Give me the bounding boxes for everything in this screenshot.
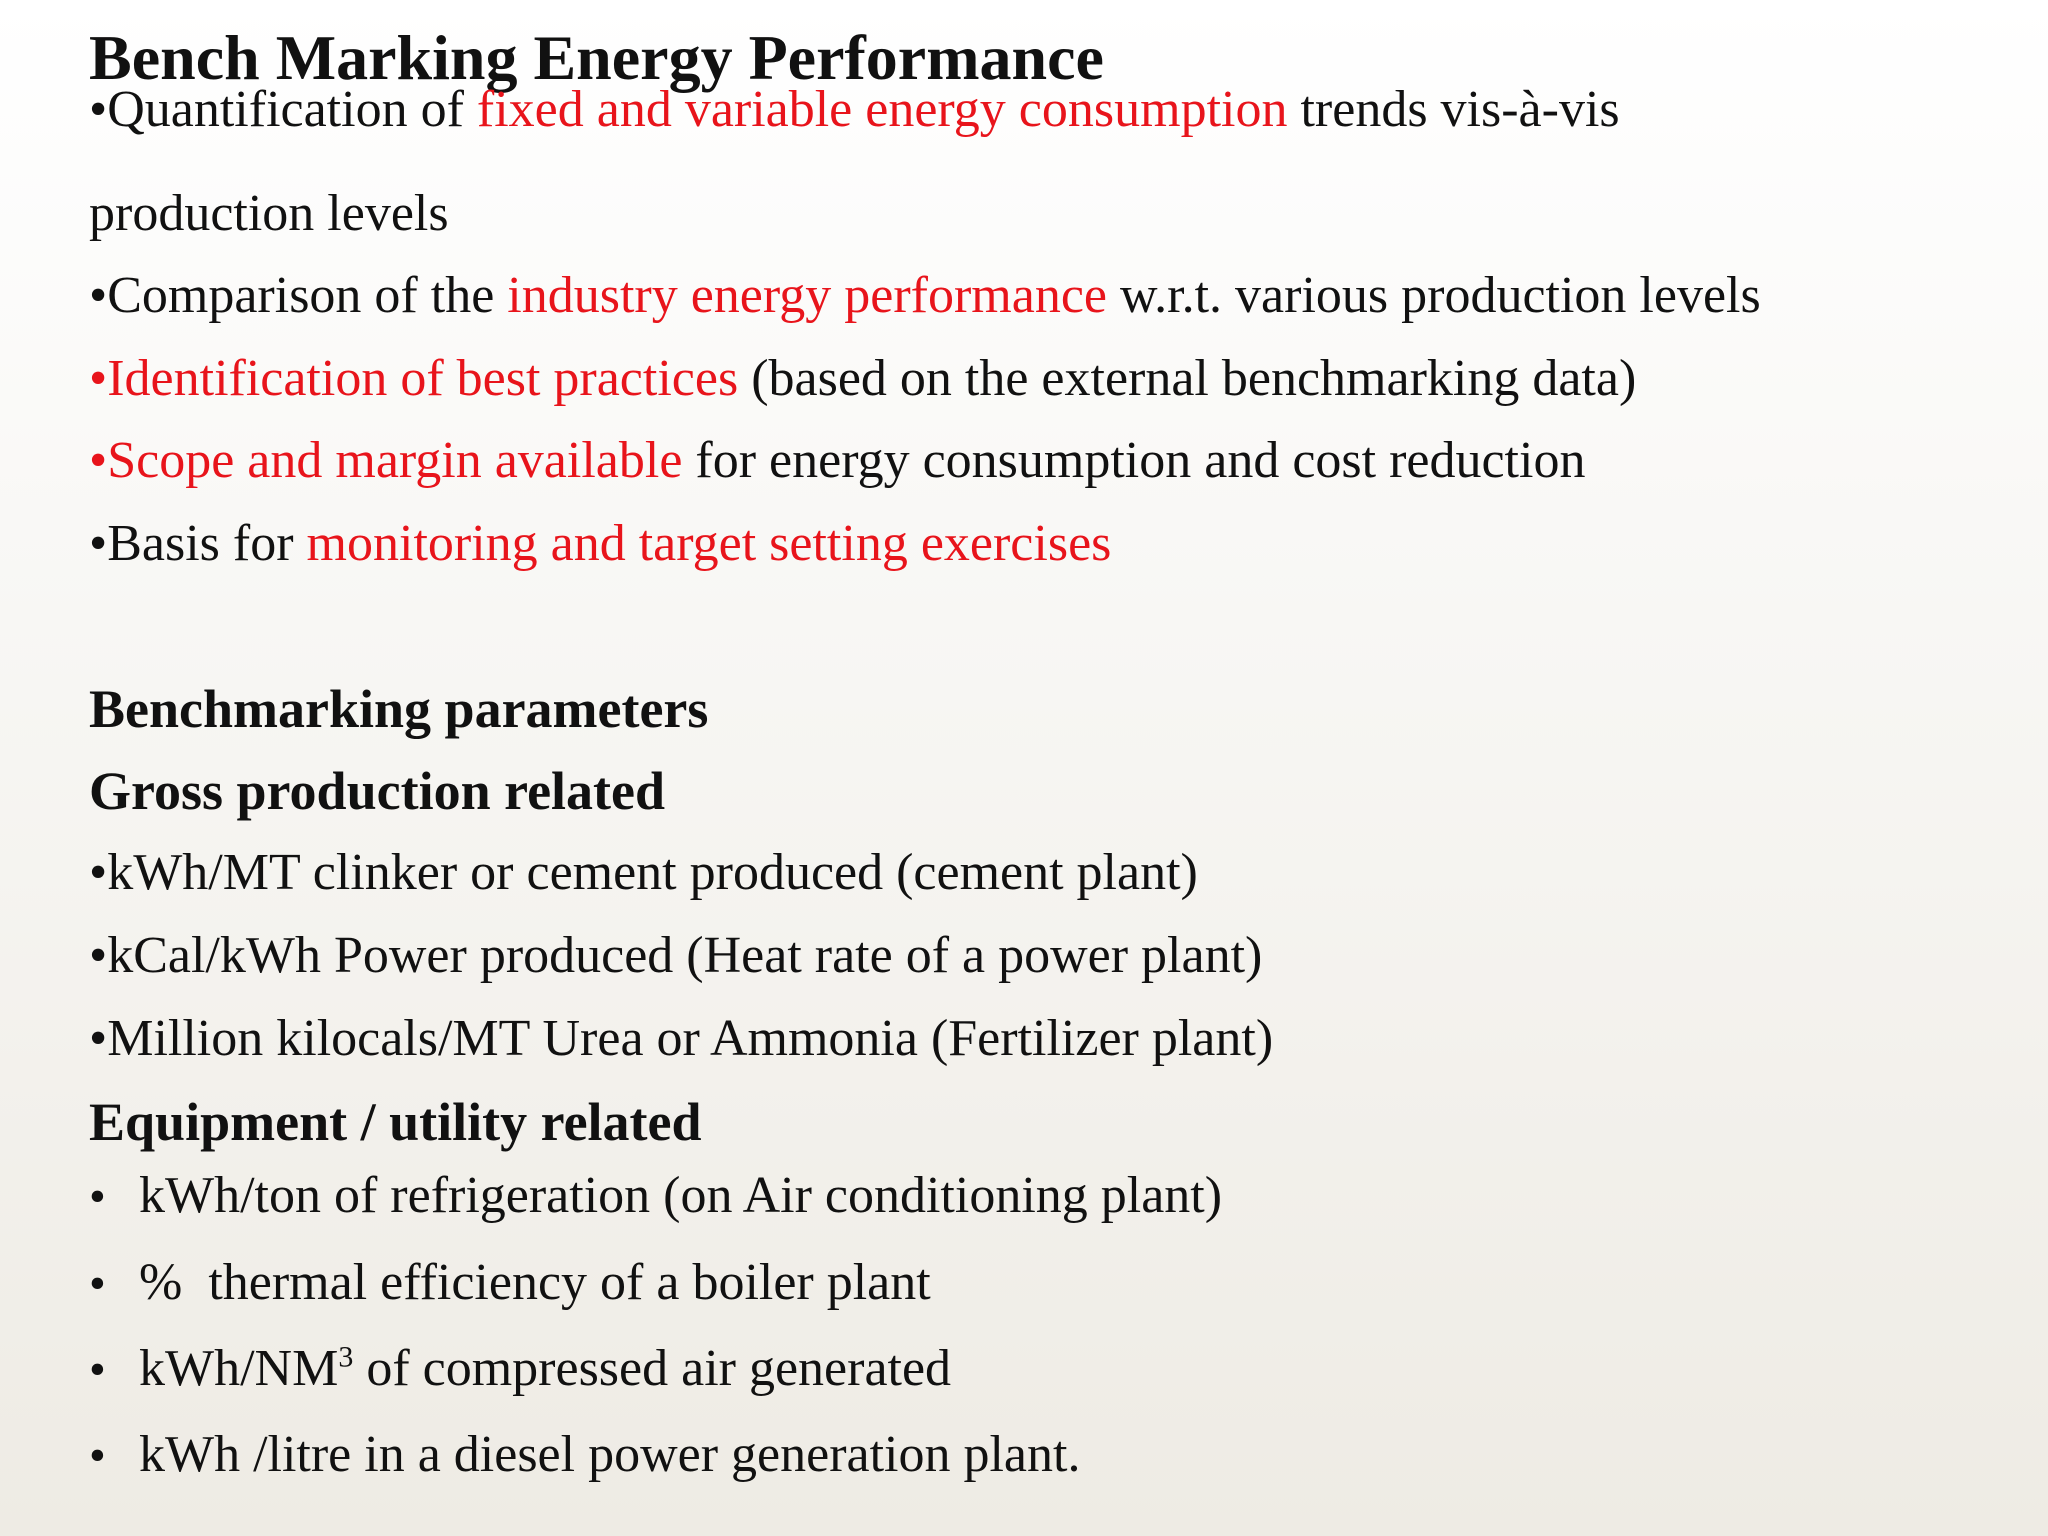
bullet-text: kCal/kWh Power produced (Heat rate of a … <box>107 927 1263 984</box>
bullet-text: for energy consumption and cost reductio… <box>682 432 1586 489</box>
slide: Bench Marking Energy Performance •Quanti… <box>89 0 2009 1536</box>
bullet-dot: • <box>89 267 108 324</box>
bullet-text: kWh/MT clinker or cement produced (cemen… <box>107 844 1198 901</box>
bullet-dot: • <box>89 1170 106 1223</box>
bullet-text: (based on the external benchmarking data… <box>738 350 1637 407</box>
bullet-text: % thermal efficiency of a boiler plant <box>139 1254 931 1311</box>
gross-item-cement: •kWh/MT clinker or cement produced (ceme… <box>89 840 1198 906</box>
bullet-highlight: fixed and variable energy consumption <box>476 81 1288 138</box>
bullet-dot: • <box>89 1429 106 1482</box>
bullet-text: trends vis-à-vis <box>1287 81 1620 138</box>
bullet-basis: •Basis for monitoring and target setting… <box>89 511 1111 577</box>
bullet-text: Quantification of <box>107 81 477 138</box>
bullet-text: kWh/ton of refrigeration (on Air conditi… <box>139 1167 1223 1224</box>
slide-title: Bench Marking Energy Performance <box>89 22 1104 93</box>
bullet-identification: •Identification of best practices (based… <box>89 346 1636 412</box>
bullet-dot: • <box>89 927 108 984</box>
bullet-dot: • <box>89 515 108 572</box>
bullet-highlight: monitoring and target setting exercises <box>306 515 1112 572</box>
parameters-heading: Benchmarking parameters <box>89 679 709 739</box>
superscript: 3 <box>338 1340 354 1374</box>
bullet-dot: • <box>89 844 108 901</box>
bullet-text: w.r.t. various production levels <box>1106 267 1761 324</box>
bullet-dot: • <box>89 1010 108 1067</box>
bullet-text: kWh /litre in a diesel power generation … <box>139 1426 1081 1483</box>
bullet-highlight: Scope and margin available <box>107 432 683 489</box>
bullet-quantification-continued: production levels <box>89 181 449 247</box>
bullet-comparison: •Comparison of the industry energy perfo… <box>89 263 1761 329</box>
bullet-text: production levels <box>89 185 449 242</box>
bullet-dot: • <box>89 350 108 407</box>
bullet-dot: • <box>89 432 108 489</box>
bullet-highlight: industry energy performance <box>507 267 1107 324</box>
bullet-dot: • <box>89 1343 106 1396</box>
equipment-item-diesel: • kWh /litre in a diesel power generation… <box>89 1422 1080 1489</box>
bullet-text: Comparison of the <box>107 267 508 324</box>
bullet-text: kWh/NM <box>139 1340 339 1397</box>
bullet-dot: • <box>89 1257 106 1310</box>
gross-production-heading: Gross production related <box>89 761 666 821</box>
equipment-item-refrigeration: • kWh/ton of refrigeration (on Air condit… <box>89 1163 1222 1230</box>
equipment-item-boiler: • % thermal efficiency of a boiler plant <box>89 1250 931 1317</box>
bullet-text: of compressed air generated <box>353 1340 952 1397</box>
bullet-highlight: Identification of best practices <box>107 350 739 407</box>
bullet-dot: • <box>89 81 108 138</box>
equipment-item-compressed-air: • kWh/NM3 of compressed air generated <box>89 1336 951 1403</box>
bullet-quantification: •Quantification of fixed and variable en… <box>89 77 1620 143</box>
bullet-scope: •Scope and margin available for energy c… <box>89 428 1585 494</box>
gross-item-fertilizer: •Million kilocals/MT Urea or Ammonia (Fe… <box>89 1006 1273 1072</box>
bullet-text: Basis for <box>107 515 307 572</box>
bullet-text: Million kilocals/MT Urea or Ammonia (Fer… <box>107 1010 1274 1067</box>
gross-item-power: •kCal/kWh Power produced (Heat rate of a… <box>89 923 1262 989</box>
equipment-utility-heading: Equipment / utility related <box>89 1092 702 1152</box>
